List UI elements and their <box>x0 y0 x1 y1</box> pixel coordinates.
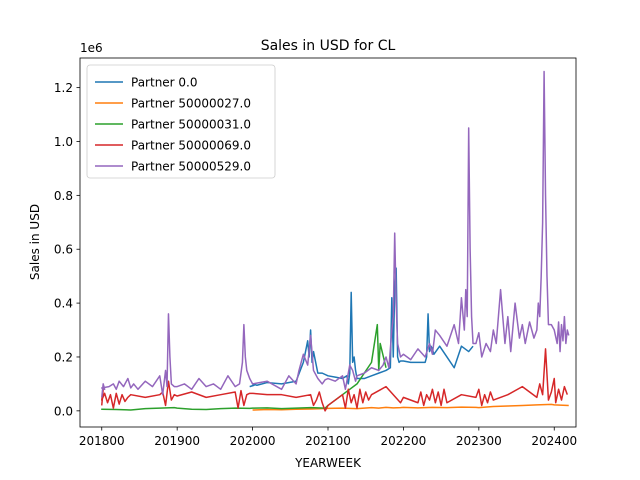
y-tick-label-5: 1.0 <box>54 135 73 149</box>
x-tick-label-0: 201800 <box>79 434 125 448</box>
y-axis: 0.0 0.2 0.4 0.6 0.8 1.0 1.2 <box>54 81 80 418</box>
x-axis-label: YEARWEEK <box>294 456 362 470</box>
y-tick-label-1: 0.2 <box>54 350 73 364</box>
y-tick-label-6: 1.2 <box>54 81 73 95</box>
series-line-1 <box>252 403 569 411</box>
x-axis: 201800 201900 202000 202100 202200 202300 2024… <box>79 427 577 448</box>
x-tick-label-3: 202100 <box>305 434 351 448</box>
legend: Partner 0.0 Partner 50000027.0 Partner 500… <box>86 64 276 179</box>
x-tick-label-1: 201900 <box>154 434 200 448</box>
x-tick-label-6: 202400 <box>531 434 577 448</box>
legend-box <box>86 64 276 179</box>
legend-label-1: Partner 50000027.0 <box>131 97 251 111</box>
legend-label-4: Partner 50000529.0 <box>131 160 251 174</box>
plot-lines <box>101 70 570 412</box>
series-line-3 <box>101 348 569 412</box>
y-tick-label-3: 0.6 <box>54 243 73 257</box>
series-line-4 <box>101 70 570 398</box>
legend-label-3: Partner 50000069.0 <box>131 139 251 153</box>
y-tick-label-2: 0.4 <box>54 297 73 311</box>
legend-label-0: Partner 0.0 <box>131 76 198 90</box>
legend-label-2: Partner 50000031.0 <box>131 118 251 132</box>
series-line-2 <box>101 323 387 411</box>
y-axis-label: Sales in USD <box>28 204 42 280</box>
x-tick-label-4: 202200 <box>381 434 427 448</box>
y-offset-label: 1e6 <box>80 41 103 55</box>
y-tick-label-0: 0.0 <box>54 404 73 418</box>
x-tick-label-5: 202300 <box>456 434 502 448</box>
chart-title: Sales in USD for CL <box>261 38 396 54</box>
y-tick-label-4: 0.8 <box>54 189 73 203</box>
x-tick-label-2: 202000 <box>230 434 276 448</box>
